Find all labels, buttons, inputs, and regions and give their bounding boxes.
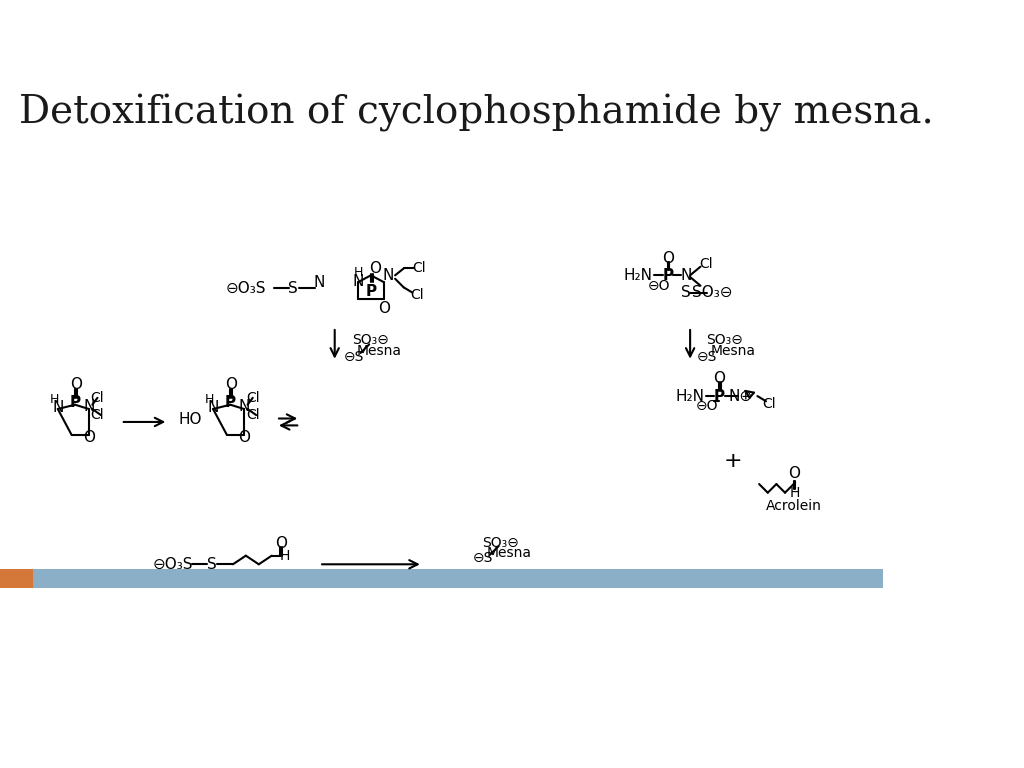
Text: Mesna: Mesna [486, 546, 531, 560]
Text: H: H [790, 485, 800, 500]
Text: O: O [70, 377, 82, 392]
Text: O: O [239, 430, 250, 445]
Text: +: + [724, 451, 742, 471]
Text: N: N [239, 399, 250, 414]
Text: N: N [313, 275, 325, 290]
Text: N: N [52, 400, 63, 415]
Text: S: S [681, 285, 690, 300]
Text: H₂N: H₂N [676, 389, 705, 403]
Bar [33, 568, 884, 588]
Text: SO₃⊖: SO₃⊖ [482, 536, 519, 550]
Text: S: S [207, 557, 217, 572]
Text: Cl: Cl [246, 408, 259, 422]
Text: P: P [224, 395, 236, 409]
Text: Cl: Cl [246, 391, 259, 405]
Text: ⊖O: ⊖O [696, 399, 719, 413]
Text: Cl: Cl [91, 391, 104, 405]
Text: HO: HO [178, 412, 202, 427]
Text: Cl: Cl [410, 288, 424, 302]
Text: P: P [70, 395, 81, 409]
Text: N: N [680, 268, 691, 283]
Bar [0, 568, 33, 588]
Text: O: O [275, 536, 287, 551]
Text: P: P [366, 284, 377, 300]
Text: H: H [353, 266, 362, 280]
Text: ⊖S: ⊖S [697, 350, 718, 364]
Text: H₂N: H₂N [624, 268, 653, 283]
Text: Mesna: Mesna [711, 344, 756, 358]
Text: Cl: Cl [763, 397, 776, 411]
Text: Detoxification of cyclophosphamide by mesna.: Detoxification of cyclophosphamide by me… [19, 94, 934, 132]
Text: N: N [352, 274, 364, 289]
Text: Cl: Cl [413, 261, 426, 276]
Text: O: O [378, 300, 390, 316]
Text: ⊖S: ⊖S [473, 551, 494, 565]
Text: O: O [370, 261, 381, 276]
Text: N: N [383, 268, 394, 283]
Text: H: H [49, 393, 59, 406]
Text: O: O [225, 377, 238, 392]
Text: SO₃⊖: SO₃⊖ [692, 285, 733, 300]
Text: O: O [787, 466, 800, 482]
Text: O: O [714, 371, 725, 386]
Text: ⊖O₃S: ⊖O₃S [153, 557, 193, 572]
Text: Mesna: Mesna [357, 344, 402, 358]
Text: SO₃⊖: SO₃⊖ [352, 333, 389, 347]
Text: P: P [714, 389, 725, 403]
Text: N: N [83, 399, 94, 414]
Text: Cl: Cl [698, 257, 713, 271]
Text: N⊕: N⊕ [728, 389, 753, 403]
Text: ⊖O₃S: ⊖O₃S [225, 281, 266, 296]
Text: Cl: Cl [91, 408, 104, 422]
Text: O: O [83, 430, 95, 445]
Text: H: H [280, 548, 290, 563]
Text: ⊖S: ⊖S [343, 350, 364, 364]
Text: ⊖O: ⊖O [648, 279, 671, 293]
Text: S: S [289, 281, 298, 296]
Text: N: N [208, 400, 219, 415]
Text: H: H [205, 393, 214, 406]
Text: P: P [663, 268, 673, 283]
Text: SO₃⊖: SO₃⊖ [707, 333, 743, 347]
Text: O: O [662, 250, 674, 266]
Text: Acrolein: Acrolein [766, 499, 821, 514]
